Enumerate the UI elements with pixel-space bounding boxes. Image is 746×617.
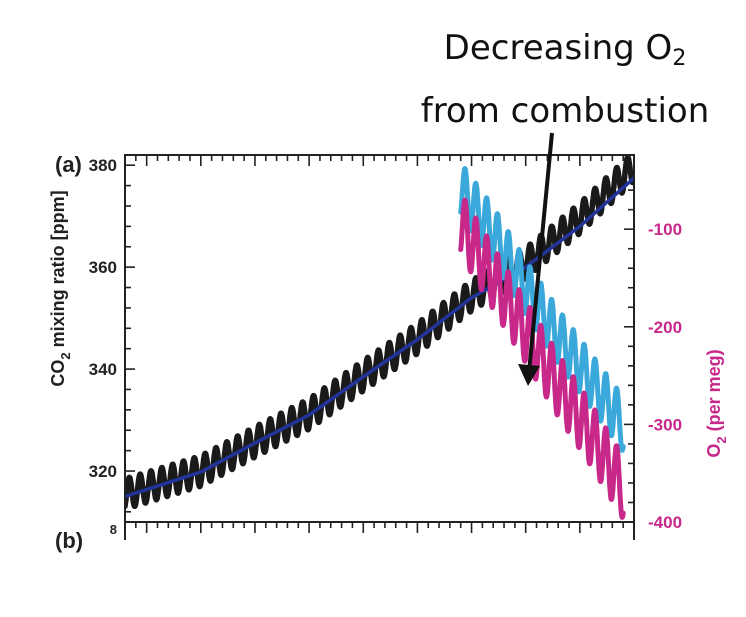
y-axis-title-left-suffix: mixing ratio [ppm] [48,190,68,352]
panel-label-a: (a) [55,152,82,177]
series-layer [125,154,634,520]
annotation-line-1-main: Decreasing O [443,28,673,68]
annotation-arrow [527,132,554,373]
annotation-line-1-subscript: 2 [672,46,687,71]
y-axis-title-right-prefix: O [704,444,724,458]
series-line-1 [125,154,634,510]
series-line-2 [125,176,634,499]
annotation-arrow-head [518,364,540,386]
y-tick-label-right: -100 [648,220,682,239]
y-tick-label-left: 380 [89,156,117,175]
panel-label-b: (b) [55,528,83,553]
y-tick-label-right: -300 [648,415,682,434]
annotation-text: Decreasing O2 from combustion [400,22,730,137]
y-tick-label-left: 360 [89,258,117,277]
series-line-3 [458,166,626,453]
lower-panel-tick-label: 8 [110,522,117,537]
annotation-line-2: from combustion [420,91,710,131]
y-axis-title-left-sub: 2 [58,352,73,359]
annotation-line-1: Decreasing O2 [400,22,730,85]
y-tick-label-right: -200 [648,318,682,337]
y-tick-label-right: -400 [648,513,682,532]
y-axis-title-right: O2 (per meg) [704,349,729,457]
y-axis-title-left: CO2 mixing ratio [ppm] [48,190,73,386]
y-axis-title-right-sub: 2 [714,436,729,443]
y-axis-title-right-suffix: (per meg) [704,349,724,436]
y-tick-label-left: 320 [89,462,117,481]
y-axis-title-left-prefix: CO [48,360,68,387]
y-tick-label-left: 340 [89,360,117,379]
series-line-4 [458,197,626,520]
